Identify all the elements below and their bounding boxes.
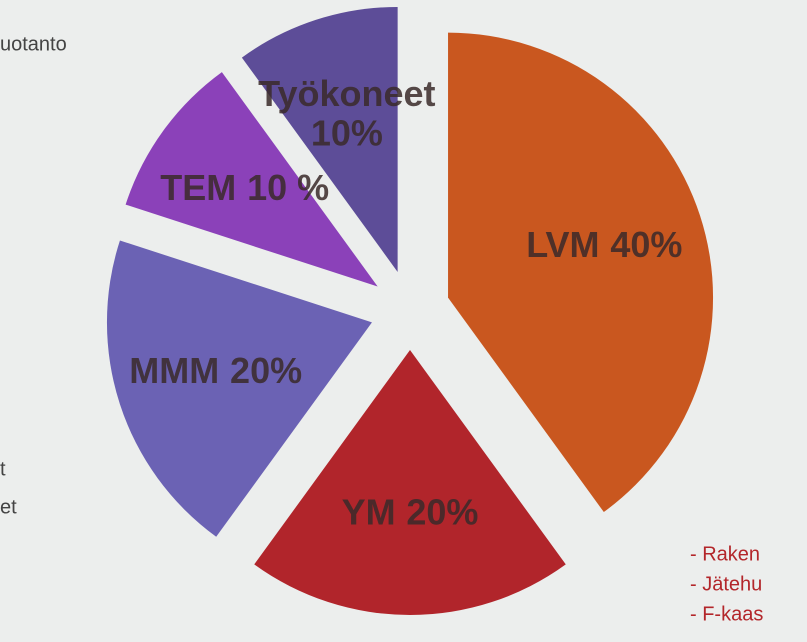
note: et <box>0 496 17 518</box>
category-label: LVM <box>526 223 599 264</box>
pie-slice <box>125 72 378 287</box>
value-label: 40% <box>610 223 682 264</box>
note: - Raken <box>690 543 760 565</box>
value-label: 20% <box>406 491 478 532</box>
category-label: Työkoneet <box>258 72 435 113</box>
category-label: TEM <box>160 166 236 207</box>
pie-slice <box>241 6 398 272</box>
note: - F-kaas <box>690 603 763 625</box>
slice-label: Työkoneet 10% <box>258 72 435 153</box>
slice-label: LVM 40% <box>526 223 682 264</box>
slice-label: MMM 20% <box>129 350 302 391</box>
value-label: 10% <box>311 112 383 153</box>
note: t <box>0 458 6 480</box>
category-label: YM <box>342 491 396 532</box>
pie-slice <box>254 350 566 615</box>
category-label: MMM <box>129 350 219 391</box>
pie-slice <box>448 32 714 513</box>
value-label: 20% <box>230 350 302 391</box>
slice-label: TEM 10 % <box>160 166 329 207</box>
pie-slice <box>106 240 372 537</box>
note: uotanto <box>0 33 67 55</box>
note: - Jätehu <box>690 573 762 595</box>
slice-label: YM 20% <box>342 491 479 532</box>
value-label: 10 % <box>247 166 329 207</box>
